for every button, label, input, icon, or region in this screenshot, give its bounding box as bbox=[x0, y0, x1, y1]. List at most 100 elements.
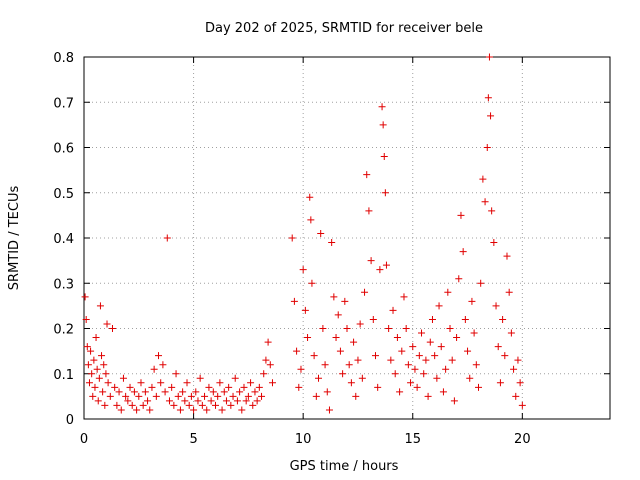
data-point bbox=[152, 392, 160, 400]
data-point bbox=[187, 392, 195, 400]
data-point bbox=[290, 297, 298, 305]
data-point bbox=[501, 352, 509, 360]
data-point bbox=[95, 374, 103, 382]
data-point bbox=[150, 365, 158, 373]
data-point bbox=[124, 397, 132, 405]
data-point bbox=[225, 383, 233, 391]
data-point bbox=[216, 379, 224, 387]
x-tick-label: 20 bbox=[514, 432, 531, 447]
data-point bbox=[198, 401, 206, 409]
data-point bbox=[446, 325, 454, 332]
data-point bbox=[420, 370, 428, 378]
data-point bbox=[339, 370, 347, 378]
data-point bbox=[85, 379, 93, 387]
data-point bbox=[135, 392, 143, 400]
data-point bbox=[205, 383, 213, 391]
data-point bbox=[155, 352, 163, 360]
x-tick-label: 15 bbox=[404, 432, 421, 447]
data-point bbox=[323, 388, 331, 396]
data-point bbox=[295, 383, 303, 391]
data-point bbox=[431, 352, 439, 360]
data-point bbox=[260, 370, 268, 378]
data-point bbox=[336, 347, 344, 355]
data-point bbox=[510, 365, 518, 373]
data-point bbox=[382, 261, 390, 269]
y-axis-label: SRMTID / TECUs bbox=[7, 186, 22, 291]
data-point bbox=[381, 189, 389, 197]
data-point bbox=[468, 297, 476, 305]
data-point bbox=[249, 401, 257, 409]
data-point bbox=[174, 392, 182, 400]
y-tick-label: 0.6 bbox=[53, 142, 74, 157]
data-point bbox=[387, 356, 395, 364]
data-point bbox=[334, 311, 342, 319]
data-point bbox=[411, 365, 419, 373]
data-point bbox=[236, 388, 244, 396]
data-point bbox=[115, 388, 123, 396]
data-point bbox=[435, 302, 443, 310]
data-point bbox=[233, 397, 241, 405]
data-point bbox=[133, 406, 141, 414]
data-point bbox=[494, 343, 502, 351]
data-point bbox=[203, 406, 211, 414]
data-point bbox=[464, 347, 472, 355]
data-point bbox=[98, 352, 106, 360]
data-point bbox=[209, 388, 217, 396]
y-tick-label: 0.2 bbox=[53, 323, 74, 338]
data-point bbox=[146, 406, 154, 414]
data-point bbox=[475, 383, 482, 391]
data-point bbox=[111, 383, 119, 391]
data-point bbox=[393, 334, 401, 342]
data-point bbox=[369, 315, 377, 323]
data-point bbox=[514, 356, 522, 364]
data-point bbox=[179, 388, 187, 396]
data-point bbox=[389, 306, 397, 314]
data-point bbox=[328, 239, 336, 247]
data-point bbox=[91, 383, 99, 391]
data-point bbox=[319, 325, 327, 332]
data-point bbox=[428, 315, 436, 323]
data-point bbox=[330, 293, 338, 301]
data-point bbox=[159, 361, 167, 369]
data-point bbox=[244, 392, 252, 400]
data-point bbox=[499, 315, 507, 323]
data-point bbox=[516, 379, 524, 387]
data-point bbox=[293, 347, 301, 355]
data-point bbox=[137, 379, 145, 387]
data-point bbox=[192, 388, 200, 396]
data-point bbox=[196, 374, 204, 382]
data-point bbox=[479, 175, 487, 183]
data-point bbox=[194, 397, 202, 405]
data-point bbox=[201, 392, 209, 400]
data-point bbox=[220, 388, 228, 396]
data-point bbox=[168, 383, 176, 391]
data-point bbox=[379, 121, 387, 129]
data-point bbox=[426, 338, 434, 346]
data-point bbox=[472, 361, 480, 369]
data-point bbox=[266, 361, 274, 369]
data-point bbox=[172, 370, 180, 378]
data-point bbox=[157, 379, 165, 387]
data-point bbox=[258, 392, 266, 400]
y-tick-label: 0 bbox=[66, 413, 74, 428]
data-point bbox=[253, 397, 261, 405]
y-tick-label: 0.1 bbox=[53, 368, 74, 383]
data-point bbox=[367, 257, 375, 265]
data-point bbox=[325, 406, 333, 414]
data-point bbox=[487, 112, 495, 120]
data-point bbox=[170, 401, 178, 409]
data-point bbox=[332, 334, 340, 342]
x-tick-label: 5 bbox=[189, 432, 197, 447]
data-point bbox=[503, 252, 511, 260]
y-tick-label: 0.8 bbox=[53, 51, 74, 66]
data-point bbox=[255, 383, 263, 391]
data-point bbox=[391, 370, 399, 378]
data-point bbox=[185, 401, 193, 409]
data-point bbox=[240, 383, 248, 391]
data-point bbox=[165, 397, 173, 405]
data-point bbox=[352, 392, 360, 400]
data-point bbox=[81, 293, 89, 301]
data-point bbox=[424, 392, 432, 400]
data-point bbox=[214, 392, 222, 400]
data-point bbox=[92, 334, 100, 342]
